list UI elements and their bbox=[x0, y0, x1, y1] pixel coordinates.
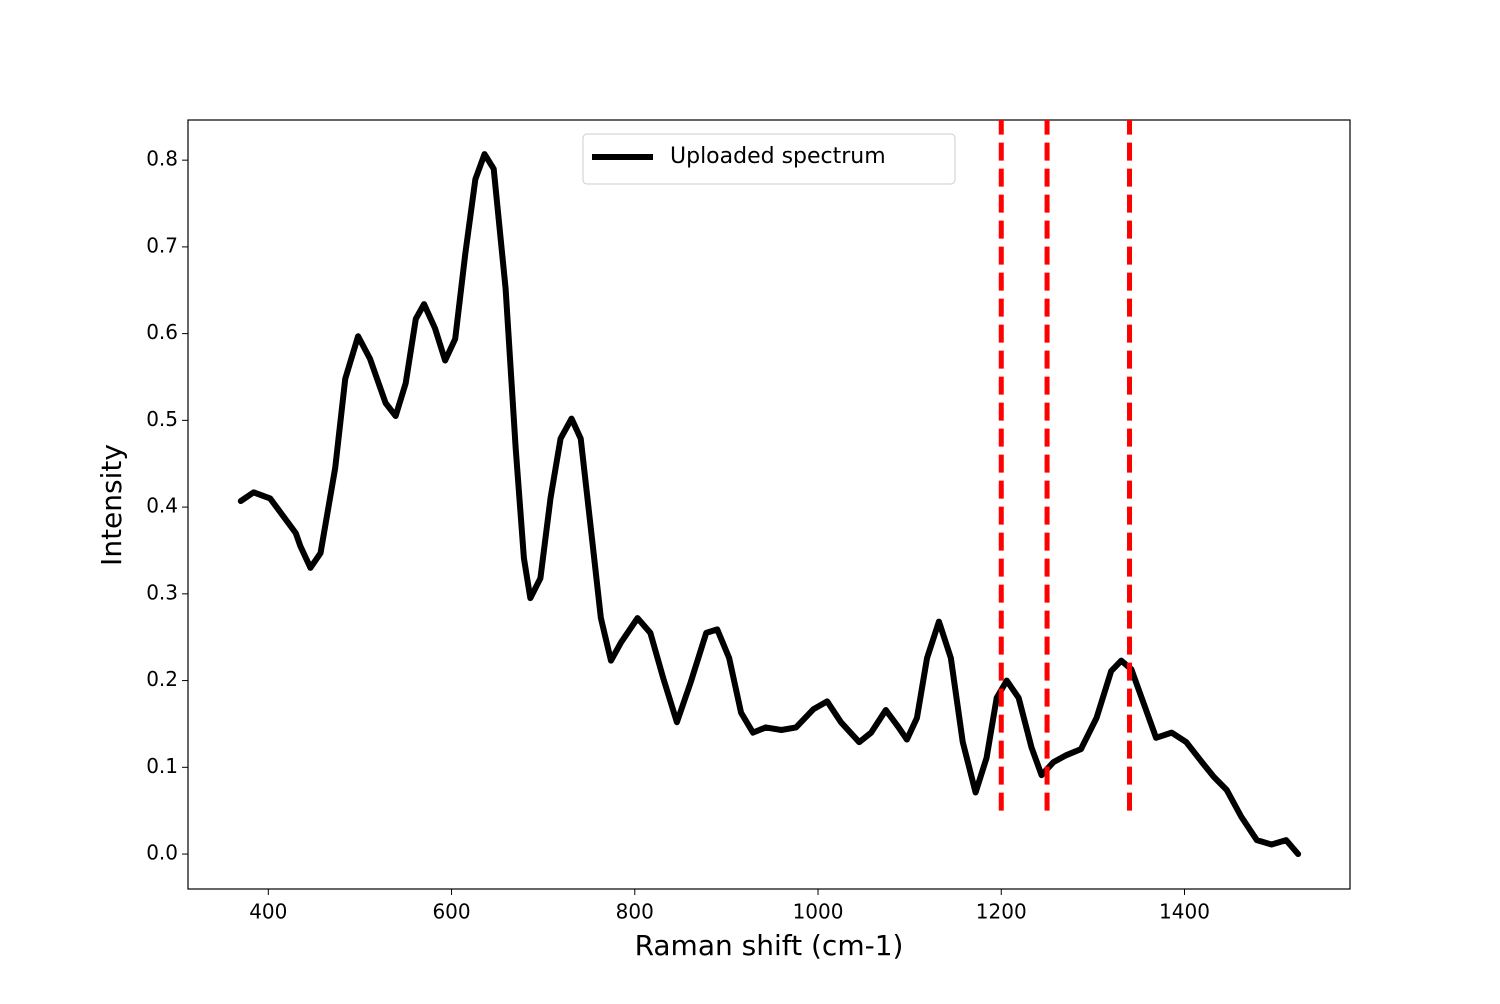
x-tick-label: 1000 bbox=[793, 900, 844, 924]
x-tick-label: 1200 bbox=[976, 900, 1027, 924]
x-axis-label: Raman shift (cm-1) bbox=[635, 929, 904, 962]
y-tick-label: 0.6 bbox=[146, 320, 178, 344]
plot-frame bbox=[187, 119, 1351, 890]
legend-label: Uploaded spectrum bbox=[670, 144, 886, 169]
legend-box bbox=[582, 133, 956, 185]
spectrum-line bbox=[237, 151, 1302, 858]
plot-area bbox=[237, 120, 1302, 858]
y-axis-label: Intensity bbox=[95, 444, 128, 566]
y-tick-label: 0.4 bbox=[146, 494, 178, 518]
y-tick-label: 0.8 bbox=[146, 147, 178, 171]
y-tick-label: 0.2 bbox=[146, 667, 178, 691]
x-tick-label: 400 bbox=[249, 900, 287, 924]
y-tick-label: 0.3 bbox=[146, 580, 178, 604]
x-tick-label: 800 bbox=[616, 900, 654, 924]
legend: Uploaded spectrum bbox=[582, 133, 956, 185]
y-tick-label: 0.0 bbox=[146, 841, 178, 865]
x-tick-label: 600 bbox=[432, 900, 470, 924]
x-tick-label: 1400 bbox=[1159, 900, 1210, 924]
y-tick-label: 0.1 bbox=[146, 754, 178, 778]
y-tick-label: 0.5 bbox=[146, 407, 178, 431]
y-tick-label: 0.7 bbox=[146, 233, 178, 257]
